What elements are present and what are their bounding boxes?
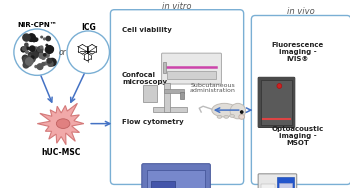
Circle shape — [37, 64, 43, 70]
Bar — [143, 85, 157, 102]
Circle shape — [26, 50, 28, 53]
Circle shape — [47, 47, 52, 53]
Text: or: or — [58, 48, 66, 57]
Circle shape — [48, 61, 53, 66]
Text: Cell viability: Cell viability — [122, 27, 172, 33]
Circle shape — [31, 56, 34, 59]
Circle shape — [34, 38, 37, 41]
Text: ICG: ICG — [81, 22, 96, 32]
Circle shape — [23, 62, 29, 68]
Circle shape — [39, 53, 44, 58]
Text: in vivo: in vivo — [287, 7, 315, 16]
Circle shape — [49, 58, 56, 66]
FancyBboxPatch shape — [251, 15, 351, 184]
Circle shape — [32, 52, 38, 58]
Circle shape — [28, 34, 35, 41]
Circle shape — [27, 47, 29, 49]
Circle shape — [37, 46, 43, 52]
Text: Subcutaneous
administration: Subcutaneous administration — [190, 83, 236, 93]
Circle shape — [30, 46, 35, 51]
Bar — [147, 170, 205, 189]
Bar — [261, 184, 274, 189]
FancyBboxPatch shape — [110, 10, 244, 184]
Circle shape — [51, 47, 53, 50]
Bar — [163, 62, 166, 73]
Circle shape — [23, 56, 28, 61]
Text: Flow cytometry: Flow cytometry — [122, 119, 184, 125]
Ellipse shape — [224, 115, 229, 118]
Circle shape — [36, 49, 42, 55]
Circle shape — [45, 47, 51, 53]
Text: in vitro: in vitro — [162, 2, 192, 11]
Bar — [167, 71, 216, 79]
Bar — [277, 177, 294, 189]
Circle shape — [36, 50, 42, 56]
Circle shape — [21, 48, 25, 52]
Text: Optoacoustic
imaging -
MSOT: Optoacoustic imaging - MSOT — [272, 126, 324, 146]
Bar — [164, 89, 184, 93]
Circle shape — [23, 34, 30, 41]
Circle shape — [26, 61, 31, 66]
Circle shape — [26, 58, 33, 65]
Circle shape — [28, 55, 35, 62]
Ellipse shape — [230, 115, 235, 117]
FancyBboxPatch shape — [142, 164, 210, 189]
Text: Fluorescence
imaging -
IVIS®: Fluorescence imaging - IVIS® — [272, 42, 324, 62]
Circle shape — [43, 56, 45, 58]
Circle shape — [43, 54, 46, 56]
Circle shape — [45, 53, 49, 57]
Circle shape — [40, 46, 43, 49]
Circle shape — [230, 103, 246, 119]
Circle shape — [241, 111, 243, 113]
FancyBboxPatch shape — [258, 174, 297, 189]
Circle shape — [42, 56, 45, 59]
Bar — [164, 83, 170, 112]
FancyBboxPatch shape — [258, 77, 295, 128]
Circle shape — [25, 43, 28, 46]
Ellipse shape — [239, 115, 245, 119]
Circle shape — [28, 34, 35, 41]
Text: hUC-MSC: hUC-MSC — [42, 148, 81, 157]
Circle shape — [22, 55, 28, 61]
Circle shape — [46, 44, 48, 46]
Text: Confocal
microscopy: Confocal microscopy — [122, 72, 167, 85]
Circle shape — [46, 46, 53, 53]
Bar — [153, 107, 187, 112]
Circle shape — [44, 62, 47, 65]
Circle shape — [46, 36, 51, 41]
Circle shape — [277, 84, 282, 88]
Circle shape — [27, 36, 30, 38]
Circle shape — [14, 29, 60, 75]
Ellipse shape — [217, 115, 222, 118]
Circle shape — [28, 53, 32, 57]
Bar — [261, 80, 292, 125]
Circle shape — [67, 31, 109, 73]
Ellipse shape — [212, 103, 237, 117]
Circle shape — [47, 58, 52, 63]
Circle shape — [23, 57, 30, 64]
Polygon shape — [37, 103, 84, 145]
Circle shape — [47, 46, 52, 52]
Circle shape — [42, 63, 45, 66]
Circle shape — [41, 36, 42, 38]
FancyBboxPatch shape — [162, 53, 221, 84]
Bar — [180, 92, 184, 99]
Circle shape — [43, 38, 45, 40]
Circle shape — [32, 47, 39, 53]
Circle shape — [35, 66, 37, 68]
Circle shape — [35, 38, 38, 41]
Circle shape — [33, 39, 36, 42]
Bar — [151, 180, 175, 189]
Ellipse shape — [56, 119, 70, 129]
Circle shape — [22, 47, 26, 50]
Circle shape — [21, 47, 26, 52]
Bar — [279, 184, 292, 189]
Text: NIR-CPN™: NIR-CPN™ — [17, 22, 57, 28]
